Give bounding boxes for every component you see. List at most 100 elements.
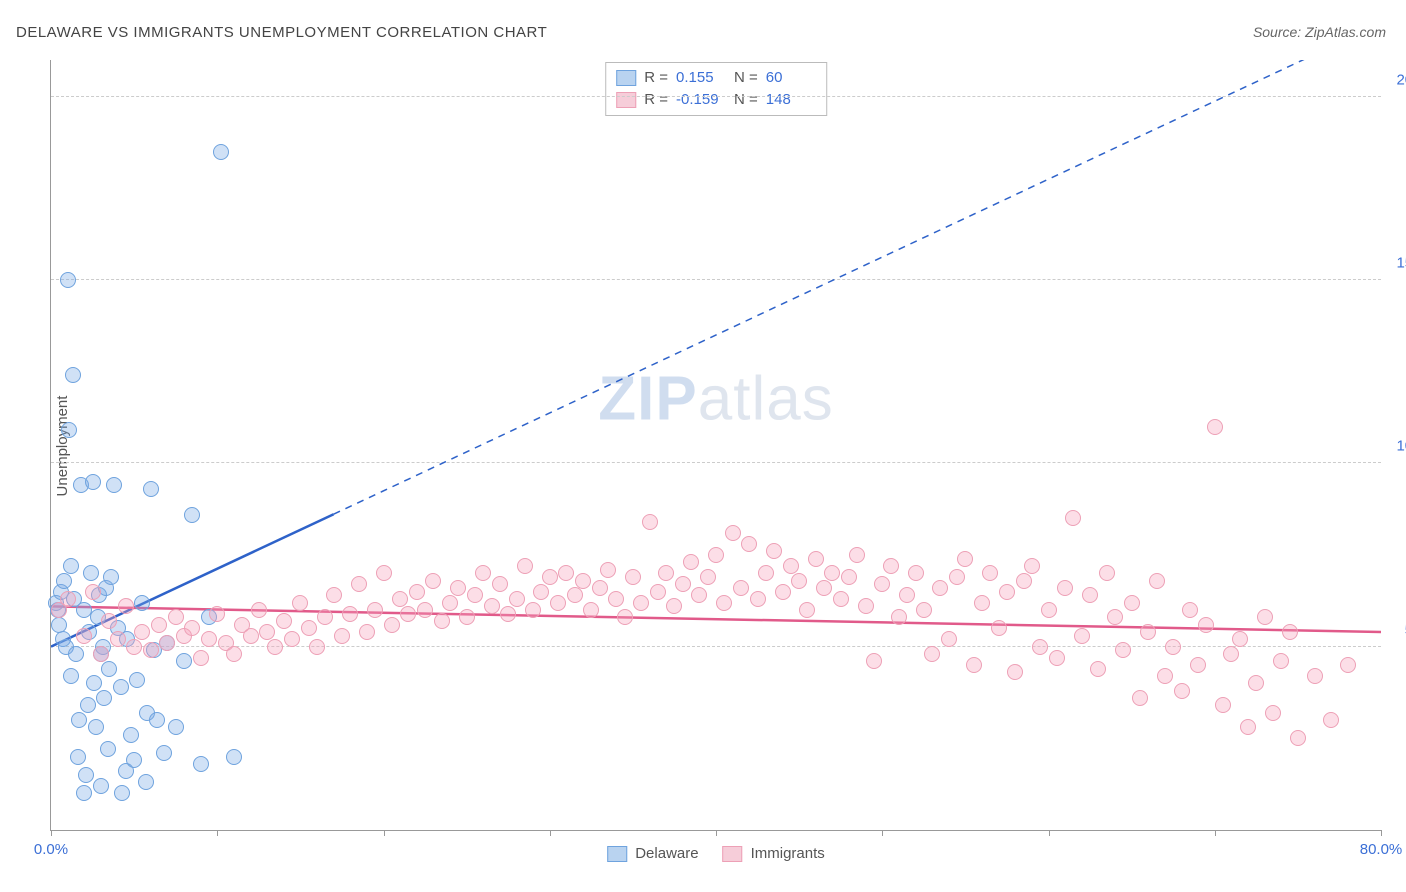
scatter-point-delaware [76, 785, 92, 801]
scatter-point-immigrants [824, 565, 840, 581]
scatter-point-delaware [86, 675, 102, 691]
swatch-immigrants-icon [723, 846, 743, 862]
scatter-point-immigrants [633, 595, 649, 611]
scatter-point-delaware [226, 749, 242, 765]
scatter-point-immigrants [1307, 668, 1323, 684]
scatter-point-immigrants [459, 609, 475, 625]
swatch-delaware-icon [607, 846, 627, 862]
scatter-point-immigrants [1165, 639, 1181, 655]
n-label: N = [734, 67, 758, 89]
x-tick [1215, 830, 1216, 836]
scatter-point-immigrants [1074, 628, 1090, 644]
scatter-point-delaware [80, 697, 96, 713]
scatter-point-immigrants [509, 591, 525, 607]
scatter-point-immigrants [93, 646, 109, 662]
scatter-point-immigrants [384, 617, 400, 633]
scatter-point-delaware [176, 653, 192, 669]
scatter-point-immigrants [1041, 602, 1057, 618]
scatter-point-immigrants [1223, 646, 1239, 662]
scatter-point-immigrants [243, 628, 259, 644]
scatter-point-immigrants [301, 620, 317, 636]
scatter-point-delaware [83, 565, 99, 581]
scatter-point-immigrants [808, 551, 824, 567]
scatter-point-immigrants [833, 591, 849, 607]
gridline [51, 279, 1381, 280]
scatter-point-immigrants [816, 580, 832, 596]
scatter-point-immigrants [284, 631, 300, 647]
r-value-immigrants: -0.159 [676, 89, 726, 111]
scatter-point-immigrants [1190, 657, 1206, 673]
scatter-point-delaware [65, 367, 81, 383]
r-label: R = [644, 67, 668, 89]
scatter-point-delaware [60, 272, 76, 288]
scatter-point-immigrants [741, 536, 757, 552]
x-tick [51, 830, 52, 836]
scatter-point-immigrants [1215, 697, 1231, 713]
scatter-point-immigrants [1257, 609, 1273, 625]
scatter-point-immigrants [417, 602, 433, 618]
x-tick [550, 830, 551, 836]
scatter-point-immigrants [758, 565, 774, 581]
scatter-point-immigrants [849, 547, 865, 563]
scatter-point-immigrants [500, 606, 516, 622]
scatter-point-delaware [101, 661, 117, 677]
scatter-point-immigrants [201, 631, 217, 647]
scatter-point-immigrants [658, 565, 674, 581]
scatter-point-delaware [71, 712, 87, 728]
scatter-point-delaware [51, 617, 67, 633]
legend-label-immigrants: Immigrants [751, 845, 825, 862]
scatter-point-delaware [114, 785, 130, 801]
scatter-point-immigrants [1232, 631, 1248, 647]
scatter-point-delaware [126, 752, 142, 768]
scatter-point-delaware [149, 712, 165, 728]
scatter-point-immigrants [550, 595, 566, 611]
scatter-point-delaware [78, 767, 94, 783]
scatter-point-immigrants [151, 617, 167, 633]
scatter-point-immigrants [533, 584, 549, 600]
x-tick [1049, 830, 1050, 836]
stats-row-delaware: R = 0.155 N = 60 [616, 67, 816, 89]
r-label: R = [644, 89, 668, 111]
scatter-point-immigrants [783, 558, 799, 574]
scatter-point-immigrants [1090, 661, 1106, 677]
x-tick [882, 830, 883, 836]
scatter-point-immigrants [110, 631, 126, 647]
scatter-point-immigrants [625, 569, 641, 585]
scatter-point-immigrants [858, 598, 874, 614]
scatter-point-delaware [68, 646, 84, 662]
scatter-point-immigrants [467, 587, 483, 603]
plot-area: ZIPatlas R = 0.155 N = 60 R = -0.159 N =… [50, 60, 1381, 831]
n-label: N = [734, 89, 758, 111]
scatter-point-immigrants [168, 609, 184, 625]
scatter-point-delaware [213, 144, 229, 160]
scatter-point-immigrants [941, 631, 957, 647]
gridline [51, 96, 1381, 97]
scatter-point-immigrants [1282, 624, 1298, 640]
scatter-point-immigrants [1057, 580, 1073, 596]
scatter-point-immigrants [1049, 650, 1065, 666]
scatter-point-immigrants [617, 609, 633, 625]
scatter-point-immigrants [1065, 510, 1081, 526]
scatter-point-immigrants [1107, 609, 1123, 625]
scatter-point-immigrants [874, 576, 890, 592]
scatter-point-immigrants [400, 606, 416, 622]
x-tick-label: 80.0% [1360, 841, 1403, 858]
scatter-point-delaware [113, 679, 129, 695]
scatter-point-immigrants [666, 598, 682, 614]
scatter-point-immigrants [85, 584, 101, 600]
scatter-point-delaware [134, 595, 150, 611]
chart-title: DELAWARE VS IMMIGRANTS UNEMPLOYMENT CORR… [16, 24, 547, 41]
scatter-point-immigrants [675, 576, 691, 592]
scatter-point-immigrants [1016, 573, 1032, 589]
scatter-point-immigrants [775, 584, 791, 600]
legend-item-immigrants: Immigrants [723, 845, 825, 862]
scatter-point-immigrants [949, 569, 965, 585]
scatter-point-immigrants [159, 635, 175, 651]
scatter-point-immigrants [292, 595, 308, 611]
scatter-point-immigrants [1115, 642, 1131, 658]
scatter-point-immigrants [484, 598, 500, 614]
scatter-point-immigrants [118, 598, 134, 614]
scatter-point-immigrants [932, 580, 948, 596]
scatter-point-immigrants [101, 613, 117, 629]
scatter-point-delaware [123, 727, 139, 743]
